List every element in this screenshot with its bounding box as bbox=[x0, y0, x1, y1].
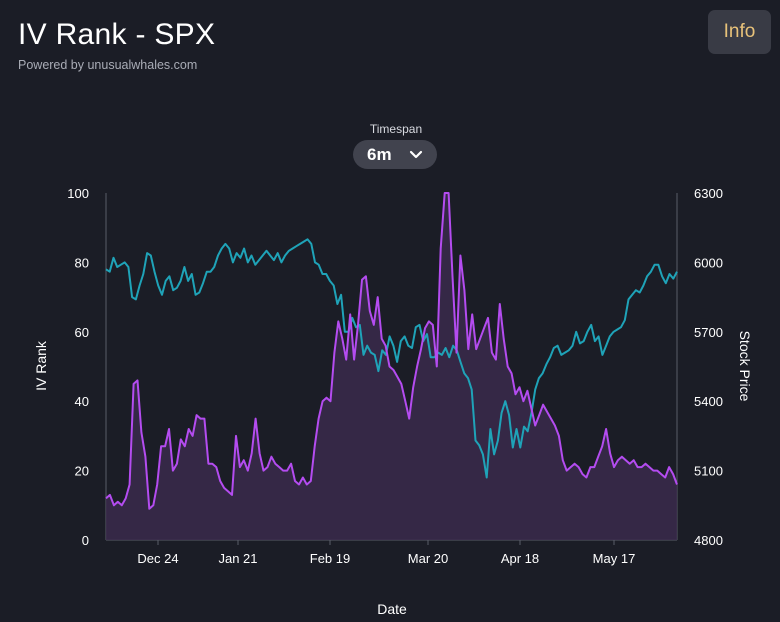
x-tick-label: Apr 18 bbox=[501, 551, 539, 566]
y2-axis-label: Stock Price bbox=[737, 331, 753, 402]
y-tick-label: 100 bbox=[67, 186, 89, 201]
y2-tick-label: 6300 bbox=[694, 186, 723, 201]
x-tick-label: May 17 bbox=[593, 551, 636, 566]
x-tick-label: Dec 24 bbox=[137, 551, 178, 566]
y-axis-label: IV Rank bbox=[33, 340, 49, 391]
y-tick-label: 40 bbox=[75, 394, 89, 409]
x-tick-label: Mar 20 bbox=[408, 551, 448, 566]
x-axis-label: Date bbox=[377, 601, 407, 617]
info-button[interactable]: Info bbox=[708, 10, 771, 54]
y2-tick-label: 6000 bbox=[694, 255, 723, 270]
stock-price-line bbox=[105, 238, 678, 479]
page-subtitle: Powered by unusualwhales.com bbox=[18, 58, 198, 72]
chevron-down-icon bbox=[409, 150, 423, 160]
timespan-label: Timespan bbox=[369, 122, 423, 136]
iv-rank-line bbox=[105, 192, 678, 510]
iv-rank-area bbox=[106, 193, 677, 540]
page-title: IV Rank - SPX bbox=[18, 18, 216, 51]
x-tick-label: Feb 19 bbox=[310, 551, 350, 566]
timespan-select[interactable]: 6m bbox=[353, 140, 437, 169]
y-tick-label: 0 bbox=[82, 533, 89, 548]
y2-tick-label: 4800 bbox=[694, 533, 723, 548]
timespan-value: 6m bbox=[367, 144, 392, 164]
y2-tick-label: 5700 bbox=[694, 325, 723, 340]
y-tick-label: 60 bbox=[75, 325, 89, 340]
x-tick-label: Jan 21 bbox=[218, 551, 257, 566]
y2-tick-label: 5400 bbox=[694, 394, 723, 409]
y2-tick-label: 5100 bbox=[694, 464, 723, 479]
y-tick-label: 20 bbox=[75, 464, 89, 479]
y-tick-label: 80 bbox=[75, 255, 89, 270]
